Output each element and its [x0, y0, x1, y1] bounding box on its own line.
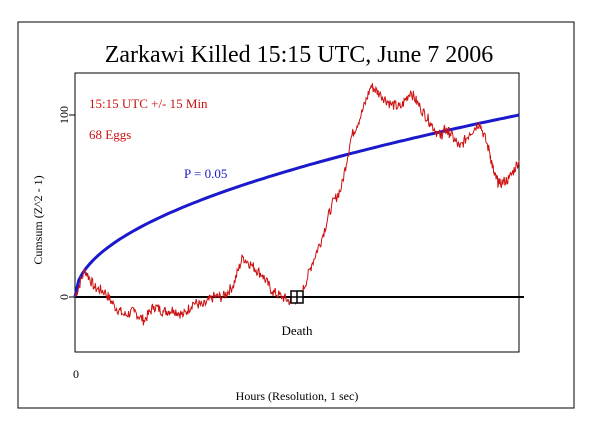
chart-title: Zarkawi Killed 15:15 UTC, June 7 2006	[105, 42, 494, 68]
figure-frame	[17, 21, 575, 409]
event-label: Death	[281, 323, 313, 338]
y-tick-group: 0 100	[57, 106, 75, 300]
p-value-label: P = 0.05	[184, 166, 227, 181]
y-tick-label-0: 0	[57, 294, 71, 300]
window-annotation: 15:15 UTC +/- 15 Min	[89, 96, 208, 111]
y-axis-label: Cumsum (Z^2 - 1)	[31, 175, 45, 264]
eggs-annotation: 68 Eggs	[89, 127, 131, 142]
cumsum-deviation-line	[74, 83, 520, 326]
plot-area	[74, 72, 520, 353]
y-tick-label-100: 100	[57, 106, 71, 124]
event-marker-icon	[290, 290, 304, 304]
x-tick-label-0: 0	[73, 367, 79, 381]
x-axis-label: Hours (Resolution, 1 sec)	[236, 389, 359, 403]
